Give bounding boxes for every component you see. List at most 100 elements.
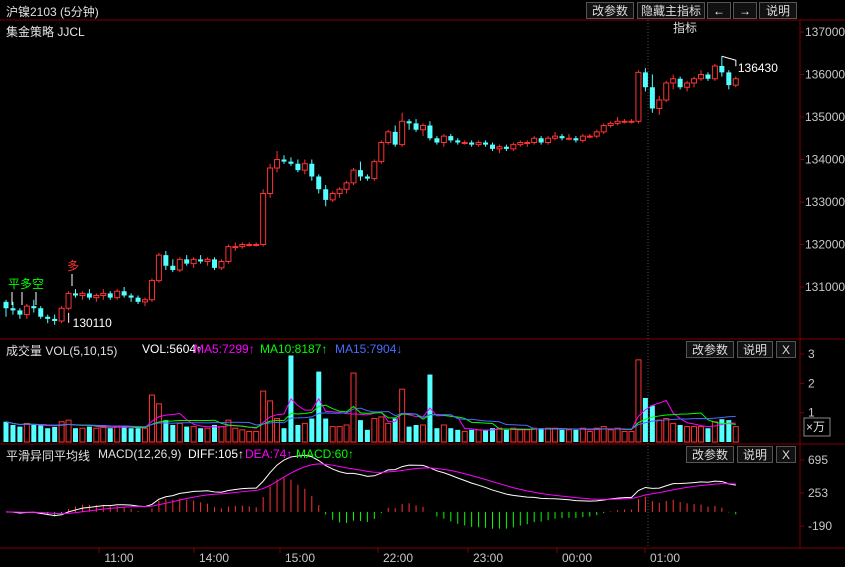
hide-main-indicator-button-bg[interactable]: 隐藏主指标 xyxy=(637,2,705,19)
volume-bar xyxy=(128,428,134,442)
volume-bar xyxy=(107,428,113,442)
candle xyxy=(52,318,58,321)
candle xyxy=(65,292,72,309)
volume-bar xyxy=(142,427,148,443)
volume-bar xyxy=(607,429,614,443)
volume-bar xyxy=(461,430,468,443)
volume-bar xyxy=(440,424,447,443)
volume-ma5: MA5:7299↑ xyxy=(194,342,255,356)
candle xyxy=(107,293,113,298)
x-tick-label: 00:00 xyxy=(562,551,592,565)
volume-ma10: MA10:8187↑ xyxy=(260,342,328,356)
volume-bar xyxy=(719,419,725,442)
volume-bar xyxy=(31,424,37,442)
volume-bar xyxy=(260,390,267,443)
volume-bar xyxy=(614,427,621,443)
macd-close-icon[interactable]: X xyxy=(776,446,796,463)
candle xyxy=(163,255,169,266)
volume-bar xyxy=(545,427,552,443)
arrow-right-icon[interactable]: → xyxy=(733,2,757,19)
volume-bar xyxy=(573,429,579,442)
candle xyxy=(155,254,162,282)
candle xyxy=(343,182,350,190)
candle xyxy=(677,78,683,88)
volume-change-params-button[interactable]: 改参数 xyxy=(686,341,734,358)
volume-bar xyxy=(642,398,648,442)
volume-bar xyxy=(711,421,718,443)
candle xyxy=(455,140,461,143)
volume-bar xyxy=(698,426,704,443)
volume-close-icon[interactable]: X xyxy=(776,341,796,358)
macd-diff: DIFF:105↑ xyxy=(188,447,245,461)
volume-bar xyxy=(490,428,495,442)
volume-bar xyxy=(593,427,600,443)
change-params-button[interactable]: 改参数 xyxy=(586,2,634,19)
dea-line xyxy=(5,463,736,515)
candle xyxy=(316,176,322,190)
volume-bar xyxy=(17,426,23,442)
candle xyxy=(184,259,190,264)
macd-tick-label: 253 xyxy=(808,486,828,500)
candle xyxy=(17,310,23,315)
macd-change-params-button[interactable]: 改参数 xyxy=(686,446,734,463)
y-tick-label: 131000 xyxy=(805,280,845,294)
volume-bar xyxy=(323,418,329,442)
candle xyxy=(614,120,621,124)
candle xyxy=(496,146,503,150)
volume-bar xyxy=(684,426,691,443)
candle xyxy=(301,163,308,171)
x-tick-label: 15:00 xyxy=(285,551,315,565)
candle xyxy=(392,131,398,145)
candle xyxy=(364,176,370,179)
volume-bar xyxy=(357,420,363,442)
volume-bar xyxy=(475,429,482,443)
candle xyxy=(531,137,538,143)
candle xyxy=(483,142,489,145)
candle xyxy=(86,293,92,298)
candle xyxy=(517,142,524,146)
volume-bar xyxy=(565,429,572,443)
volume-bar xyxy=(552,427,559,443)
volume-bar xyxy=(295,424,301,442)
volume-bar xyxy=(58,421,65,443)
candle xyxy=(253,244,260,246)
candle xyxy=(232,246,239,249)
volume-bar xyxy=(121,426,127,442)
volume-bar xyxy=(232,427,239,443)
volume-bar xyxy=(413,424,419,442)
volume-bar xyxy=(135,428,141,442)
candle xyxy=(607,122,614,126)
candle xyxy=(218,261,225,269)
candle xyxy=(385,131,392,143)
volume-bar xyxy=(79,427,86,443)
candle xyxy=(628,120,635,123)
volume-bar xyxy=(309,418,315,442)
volume-help-button[interactable]: 说明 xyxy=(737,341,773,358)
candle xyxy=(38,308,44,317)
y-tick-label: 137000 xyxy=(805,25,845,39)
volume-bar xyxy=(691,426,698,443)
volume-bar xyxy=(385,422,392,443)
candle xyxy=(656,99,663,109)
candle xyxy=(295,163,301,171)
candle xyxy=(573,138,579,141)
candle xyxy=(135,297,141,302)
candle xyxy=(329,193,336,201)
candle xyxy=(711,65,718,80)
volume-bar xyxy=(531,427,538,443)
candle xyxy=(684,82,691,88)
candle xyxy=(691,78,698,84)
volume-bar xyxy=(23,422,30,443)
high-label: 136430 xyxy=(738,61,778,75)
arrow-left-icon[interactable]: ← xyxy=(707,2,731,19)
macd-help-button[interactable]: 说明 xyxy=(737,446,773,463)
volume-bar xyxy=(253,430,260,443)
candle xyxy=(469,142,475,145)
volume-bar xyxy=(503,429,509,442)
help-button[interactable]: 说明 xyxy=(759,2,797,19)
volume-bar xyxy=(732,426,739,443)
candle xyxy=(586,135,593,138)
candle xyxy=(413,123,419,130)
candle xyxy=(274,159,281,169)
